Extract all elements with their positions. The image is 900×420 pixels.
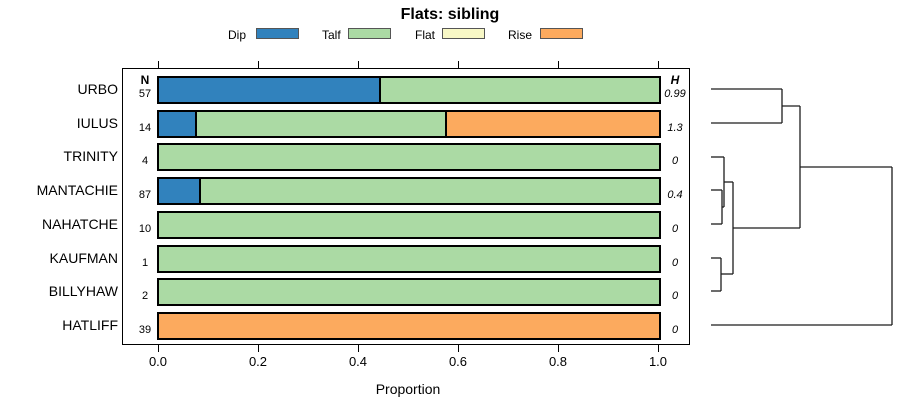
x-tick-top [358, 61, 359, 68]
h-value: 0 [671, 323, 679, 336]
legend-swatch-dip [256, 28, 299, 39]
y-label-trinity: TRINITY [63, 148, 118, 165]
x-tick-top [458, 61, 459, 68]
n-column-header: N [140, 73, 150, 87]
legend-swatch-rise [540, 28, 583, 39]
x-tick-top [658, 61, 659, 68]
legend-label-dip: Dip [228, 28, 247, 42]
bar-segment-dip [159, 111, 195, 136]
h-value: 1.3 [667, 121, 683, 134]
bar-trinity [157, 143, 661, 172]
bar-hatliff [157, 311, 661, 340]
plot-box: N H 57 0.99 14 1.3 4 0 87 0.4 10 0 1 0 2 0 39 0 [122, 68, 690, 345]
y-label-mantachie: MANTACHIE [36, 182, 118, 199]
x-tick-bottom [358, 345, 359, 352]
x-tick-label: 1.0 [648, 354, 668, 369]
h-value: 0 [671, 290, 679, 303]
y-label-iulus: IULUS [76, 114, 118, 131]
bar-nahatche [157, 210, 661, 239]
x-tick-label: 0.8 [548, 354, 568, 369]
x-tick-label: 0.2 [248, 354, 268, 369]
h-value: 0 [671, 222, 679, 235]
legend-swatch-flat [442, 28, 485, 39]
h-value: 0 [671, 256, 679, 269]
bar-segment-talf [194, 111, 445, 136]
x-tick-bottom [258, 345, 259, 352]
n-value: 57 [138, 88, 152, 100]
bar-mantachie [157, 177, 661, 206]
x-tick-bottom [158, 345, 159, 352]
y-label-urbo: URBO [77, 81, 118, 97]
n-value: 2 [141, 290, 149, 303]
x-axis-title: Proportion [375, 381, 441, 397]
h-value: 0.99 [664, 88, 686, 100]
y-label-kaufman: KAUFMAN [49, 249, 118, 266]
bar-segment-talf [159, 145, 659, 170]
n-value: 39 [138, 323, 152, 336]
bar-segment-dip [159, 179, 199, 204]
legend-label-rise: Rise [508, 28, 533, 42]
n-value: 87 [138, 189, 152, 202]
bar-segment-talf [199, 179, 659, 204]
chart-title: Flats: sibling [400, 6, 500, 23]
bar-segment-talf [159, 280, 659, 305]
bar-iulus [157, 109, 661, 138]
n-value: 1 [141, 256, 149, 269]
x-tick-bottom [658, 345, 659, 352]
x-tick-bottom [458, 345, 459, 352]
bar-segment-rise [159, 313, 659, 338]
n-value: 14 [138, 121, 152, 134]
legend-swatch-talf [348, 28, 391, 39]
h-value: 0 [671, 155, 679, 168]
x-tick-top [158, 61, 159, 68]
x-tick-top [258, 61, 259, 68]
x-tick-top [558, 61, 559, 68]
bar-billyhaw [157, 278, 661, 307]
bar-segment-talf [379, 78, 659, 102]
legend-label-talf: Talf [322, 28, 341, 42]
bar-kaufman [157, 244, 661, 273]
y-label-billyhaw: BILLYHAW [48, 283, 118, 300]
bar-segment-talf [159, 212, 659, 237]
x-tick-bottom [558, 345, 559, 352]
h-value: 0.4 [667, 189, 683, 202]
bar-segment-rise [444, 111, 659, 136]
y-label-hatliff: HATLIFF [62, 316, 118, 333]
bar-urbo [157, 76, 661, 104]
bar-segment-talf [159, 246, 659, 271]
h-column-header: H [670, 73, 680, 87]
bar-segment-dip [159, 78, 379, 102]
x-tick-label: 0.0 [148, 354, 168, 369]
legend-label-flat: Flat [415, 28, 436, 42]
y-label-nahatche: NAHATCHE [42, 215, 118, 232]
n-value: 4 [141, 155, 149, 168]
n-value: 10 [138, 222, 152, 235]
x-tick-label: 0.6 [448, 354, 468, 369]
x-tick-label: 0.4 [348, 354, 368, 369]
